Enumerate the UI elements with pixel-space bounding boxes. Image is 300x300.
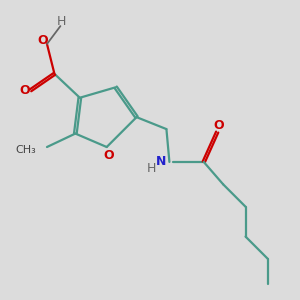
Text: H: H (147, 162, 156, 175)
Text: O: O (213, 119, 224, 132)
Text: N: N (156, 155, 166, 168)
Text: O: O (37, 34, 48, 47)
Text: CH₃: CH₃ (15, 145, 36, 155)
Text: O: O (20, 84, 31, 98)
Text: H: H (57, 15, 67, 28)
Text: O: O (103, 149, 113, 162)
